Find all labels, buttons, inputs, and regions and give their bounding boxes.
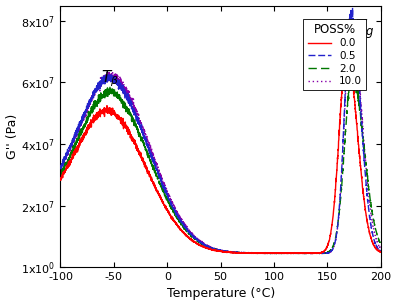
Text: $T_{\beta}$: $T_{\beta}$ (101, 69, 119, 89)
Line: 2.0: 2.0 (60, 70, 381, 254)
Legend: 0.0, 0.5, 2.0, 10.0: 0.0, 0.5, 2.0, 10.0 (303, 19, 366, 90)
0.5 (350, 6, 355, 9)
0.0 (58, 176, 63, 180)
0.0 (195, 242, 200, 246)
10.0 (181, 221, 186, 225)
Y-axis label: G'' (Pa): G'' (Pa) (6, 114, 19, 159)
0.0 (94, 114, 99, 118)
10.0 (378, 247, 383, 251)
10.0 (114, 73, 118, 76)
2.0 (268, 252, 273, 256)
0.0 (181, 231, 186, 235)
0.5 (338, 192, 343, 196)
2.0 (378, 242, 383, 246)
0.5 (114, 79, 118, 83)
2.0 (114, 95, 118, 99)
X-axis label: Temperature (°C): Temperature (°C) (167, 287, 275, 300)
2.0 (372, 223, 377, 227)
10.0 (308, 252, 313, 256)
0.5 (378, 249, 383, 253)
Line: 0.0: 0.0 (60, 47, 381, 254)
0.0 (338, 115, 343, 119)
10.0 (58, 167, 63, 170)
2.0 (338, 202, 343, 206)
2.0 (350, 69, 355, 72)
Text: $T_g$: $T_g$ (355, 18, 374, 41)
10.0 (338, 196, 343, 199)
0.5 (58, 164, 63, 167)
0.0 (114, 112, 118, 116)
0.5 (94, 86, 99, 90)
2.0 (94, 105, 99, 108)
0.5 (181, 223, 186, 226)
Line: 10.0: 10.0 (60, 19, 381, 254)
0.0 (372, 245, 377, 249)
0.0 (345, 45, 349, 49)
10.0 (195, 237, 200, 241)
Line: 0.5: 0.5 (60, 8, 381, 254)
2.0 (58, 174, 63, 177)
10.0 (349, 17, 354, 21)
2.0 (195, 239, 200, 243)
10.0 (94, 88, 99, 91)
0.5 (195, 238, 200, 242)
0.0 (378, 250, 383, 254)
10.0 (372, 232, 377, 236)
2.0 (181, 225, 186, 229)
0.5 (317, 252, 322, 256)
0.5 (372, 240, 377, 244)
0.0 (285, 252, 289, 256)
